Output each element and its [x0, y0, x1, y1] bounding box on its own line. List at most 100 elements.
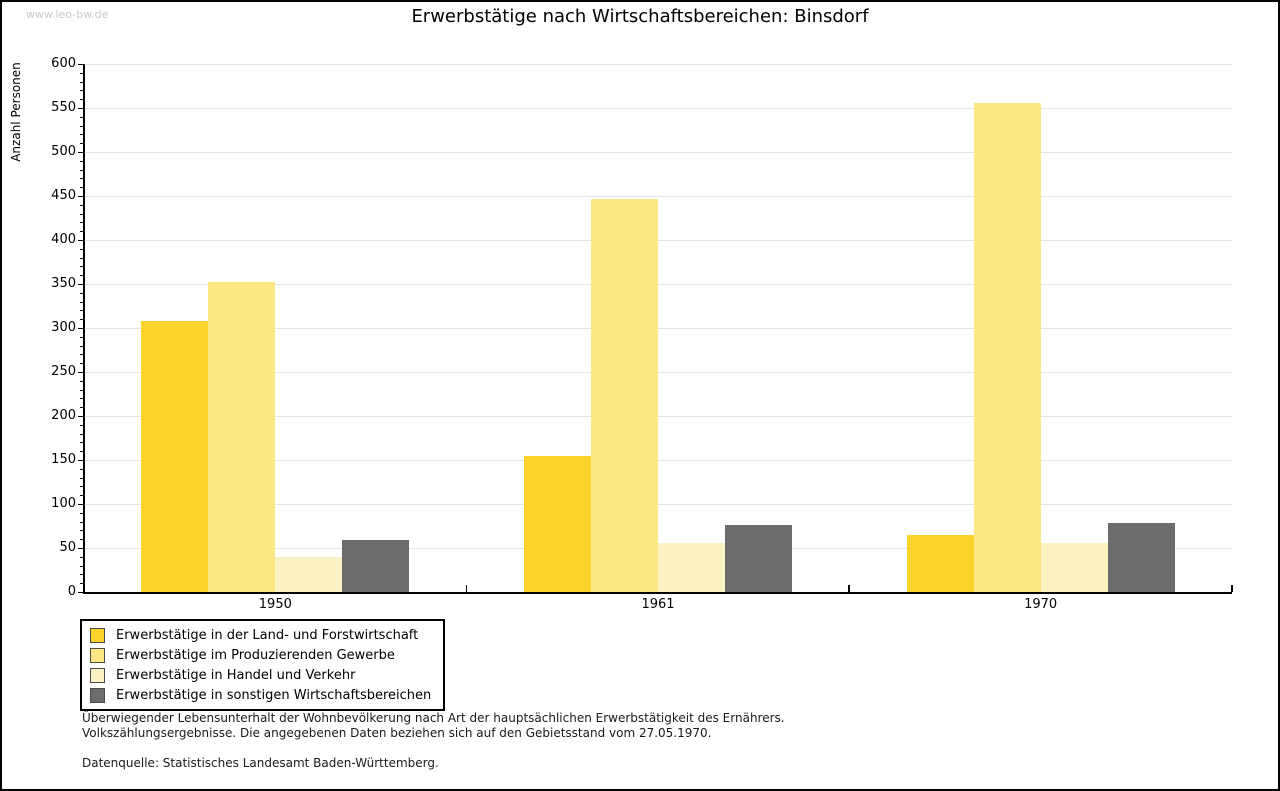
legend-item: Erwerbstätige in der Land- und Forstwirt… [90, 625, 431, 645]
legend-swatch-icon [90, 647, 105, 663]
x-boundary-tick [1231, 585, 1233, 592]
y-minor-tick [80, 310, 84, 312]
y-minor-tick [80, 407, 84, 409]
y-minor-tick [80, 486, 84, 488]
y-minor-tick [80, 248, 84, 250]
x-tick-label: 1950 [258, 597, 292, 612]
y-tick-label: 500 [51, 144, 76, 159]
legend-label: Erwerbstätige im Produzierenden Gewerbe [116, 647, 395, 663]
y-minor-tick [80, 583, 84, 585]
bar-1970-series-1 [906, 534, 974, 592]
y-minor-tick [80, 125, 84, 127]
y-minor-tick [80, 116, 84, 118]
bar-1961-series-1 [524, 456, 591, 592]
legend: Erwerbstätige in der Land- und Forstwirt… [80, 619, 446, 711]
y-major-tick [78, 63, 84, 65]
legend-label: Erwerbstätige in der Land- und Forstwirt… [116, 627, 419, 643]
legend-item: Erwerbstätige in sonstigen Wirtschaftsbe… [90, 685, 431, 705]
y-minor-tick [80, 257, 84, 259]
y-major-tick [78, 415, 84, 417]
legend-swatch-icon [90, 667, 105, 683]
y-minor-tick [80, 345, 84, 347]
y-minor-tick [80, 319, 84, 321]
y-minor-tick [80, 213, 84, 215]
y-minor-tick [80, 389, 84, 391]
y-minor-tick [80, 424, 84, 426]
y-minor-tick [80, 143, 84, 145]
y-minor-tick [80, 574, 84, 576]
y-minor-tick [80, 398, 84, 400]
y-minor-tick [80, 301, 84, 303]
x-axis-line [83, 592, 1232, 594]
y-minor-tick [80, 231, 84, 233]
y-major-tick [78, 107, 84, 109]
y-minor-tick [80, 222, 84, 224]
y-tick-label: 150 [51, 452, 76, 467]
y-gridline [85, 152, 1232, 153]
y-tick-label: 550 [51, 100, 76, 115]
y-gridline [85, 108, 1232, 109]
y-minor-tick [80, 556, 84, 558]
y-major-tick [78, 151, 84, 153]
y-minor-tick [80, 565, 84, 567]
y-axis-line [83, 64, 85, 592]
y-minor-tick [80, 187, 84, 189]
y-gridline [85, 284, 1232, 285]
y-major-tick [78, 371, 84, 373]
y-minor-tick [80, 99, 84, 101]
y-tick-label: 450 [51, 188, 76, 203]
y-minor-tick [80, 477, 84, 479]
x-boundary-tick [465, 585, 468, 592]
legend-label: Erwerbstätige in Handel und Verkehr [116, 667, 356, 683]
y-minor-tick [80, 336, 84, 338]
bar-1950-series-2 [208, 282, 276, 592]
bar-1970-series-2 [973, 102, 1041, 592]
y-major-tick [78, 503, 84, 505]
y-minor-tick [80, 521, 84, 523]
y-tick-label: 600 [51, 56, 76, 71]
bar-1970-series-3 [1040, 542, 1108, 592]
x-tick-label: 1961 [641, 597, 675, 612]
legend-swatch-icon [90, 687, 105, 703]
y-tick-label: 400 [51, 232, 76, 247]
y-minor-tick [80, 81, 84, 83]
chart-title: Erwerbstätige nach Wirtschaftsbereichen:… [411, 6, 869, 27]
bar-1950-series-3 [275, 556, 343, 592]
y-minor-tick [80, 292, 84, 294]
watermark: www.leo-bw.de [26, 8, 109, 21]
y-tick-label: 250 [51, 364, 76, 379]
y-major-tick [78, 591, 84, 593]
footer: Überwiegender Lebensunterhalt der Wohnbe… [82, 711, 785, 771]
y-tick-label: 0 [67, 584, 76, 599]
y-gridline [85, 196, 1232, 197]
y-gridline [85, 504, 1232, 505]
y-major-tick [78, 195, 84, 197]
y-gridline [85, 460, 1232, 461]
y-minor-tick [80, 169, 84, 171]
y-minor-tick [80, 72, 84, 74]
legend-swatch-icon [90, 627, 105, 643]
y-minor-tick [80, 380, 84, 382]
footer-source: Datenquelle: Statistisches Landesamt Bad… [82, 756, 439, 770]
y-axis-title: Anzahl Personen [9, 62, 23, 162]
y-minor-tick [80, 539, 84, 541]
footer-note-line1: Überwiegender Lebensunterhalt der Wohnbe… [82, 711, 785, 725]
y-minor-tick [80, 90, 84, 92]
bar-1970-series-4 [1107, 523, 1175, 592]
y-tick-label: 200 [51, 408, 76, 423]
y-gridline [85, 64, 1232, 65]
y-major-tick [78, 547, 84, 549]
y-minor-tick [80, 204, 84, 206]
legend-item: Erwerbstätige in Handel und Verkehr [90, 665, 431, 685]
y-gridline [85, 372, 1232, 373]
y-minor-tick [80, 433, 84, 435]
x-tick-label: 1970 [1024, 597, 1058, 612]
y-minor-tick [80, 468, 84, 470]
y-minor-tick [80, 266, 84, 268]
y-minor-tick [80, 451, 84, 453]
x-boundary-tick [848, 585, 850, 592]
y-tick-label: 50 [59, 540, 76, 555]
footer-note-line2: Volkszählungsergebnisse. Die angegebenen… [82, 725, 712, 740]
y-minor-tick [80, 178, 84, 180]
